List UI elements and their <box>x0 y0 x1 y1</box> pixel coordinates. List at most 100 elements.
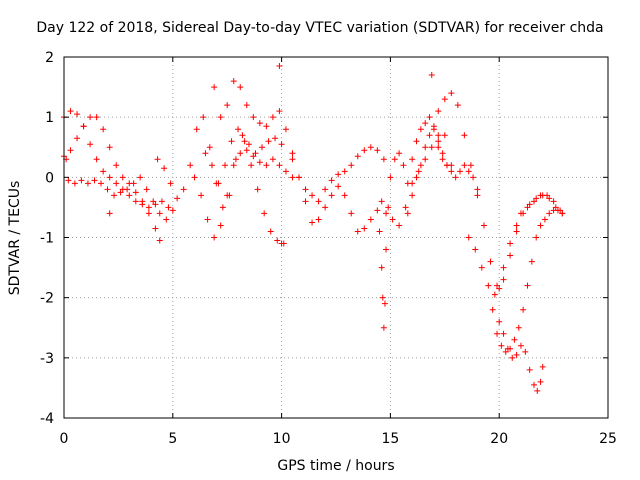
data-point <box>145 204 152 211</box>
data-point <box>230 162 237 169</box>
data-point <box>348 162 355 169</box>
data-point <box>513 351 520 358</box>
data-point <box>415 168 422 175</box>
data-point <box>267 228 274 235</box>
data-point <box>404 210 411 217</box>
data-point <box>435 144 442 151</box>
data-point <box>378 198 385 205</box>
data-point <box>217 222 224 229</box>
data-point <box>104 186 111 193</box>
data-point <box>161 165 168 172</box>
data-point <box>474 186 481 193</box>
data-point <box>537 192 544 199</box>
y-tick-label: -2 <box>40 291 54 307</box>
data-point <box>496 318 503 325</box>
series-track-d <box>154 114 285 211</box>
data-point <box>80 123 87 130</box>
data-point <box>478 264 485 271</box>
data-point <box>228 138 235 145</box>
data-point <box>124 186 131 193</box>
data-point <box>520 306 527 313</box>
data-point <box>533 195 540 202</box>
data-points <box>61 63 566 394</box>
data-point <box>261 210 268 217</box>
data-point <box>113 180 120 187</box>
data-point <box>269 114 276 121</box>
data-point <box>322 186 329 193</box>
y-tick-label: 1 <box>45 110 54 126</box>
data-point <box>243 102 250 109</box>
data-point <box>263 162 270 169</box>
data-point <box>243 147 250 154</box>
data-point <box>341 192 348 199</box>
data-point <box>111 192 118 199</box>
data-point <box>208 162 215 169</box>
data-point <box>422 144 429 151</box>
data-point <box>198 192 205 199</box>
data-point <box>494 330 501 337</box>
data-point <box>167 180 174 187</box>
data-point <box>106 210 113 217</box>
data-point <box>448 168 455 175</box>
data-point <box>435 132 442 139</box>
data-point <box>113 162 120 169</box>
data-point <box>465 168 472 175</box>
x-tick-label: 0 <box>60 431 69 447</box>
data-point <box>191 174 198 181</box>
data-point <box>106 174 113 181</box>
x-tick-label: 10 <box>273 431 291 447</box>
data-point <box>441 132 448 139</box>
data-point <box>263 123 270 130</box>
data-point <box>435 138 442 145</box>
x-tick-labels: 0 5 10 15 20 25 <box>60 431 617 447</box>
data-point <box>232 156 239 163</box>
data-point <box>67 147 74 154</box>
data-point <box>389 216 396 223</box>
data-point <box>383 210 390 217</box>
data-point <box>315 198 322 205</box>
data-point <box>374 147 381 154</box>
data-point <box>374 207 381 214</box>
data-point <box>237 150 244 157</box>
data-point <box>254 186 261 193</box>
data-point <box>174 195 181 202</box>
chart-title: Day 122 of 2018, Sidereal Day-to-day VTE… <box>36 20 603 36</box>
data-point <box>335 171 342 178</box>
series-track-m <box>494 207 566 355</box>
y-tick-label: -4 <box>40 411 54 427</box>
data-point <box>461 132 468 139</box>
data-point <box>474 192 481 199</box>
y-tick-label: 2 <box>45 50 54 66</box>
data-point <box>154 156 161 163</box>
data-point <box>380 156 387 163</box>
x-tick-label: 5 <box>168 431 177 447</box>
data-point <box>152 201 159 208</box>
data-point <box>533 234 540 241</box>
data-point <box>504 345 511 352</box>
data-point <box>472 246 479 253</box>
data-point <box>494 282 501 289</box>
data-point <box>441 96 448 103</box>
data-point <box>491 291 498 298</box>
data-point <box>145 210 152 217</box>
x-axis-label: GPS time / hours <box>277 458 394 474</box>
x-tick-label: 15 <box>381 431 399 447</box>
x-tick-label: 20 <box>490 431 508 447</box>
data-point <box>65 177 72 184</box>
data-point <box>165 204 172 211</box>
data-point <box>322 204 329 211</box>
data-point <box>435 108 442 115</box>
data-point <box>328 192 335 199</box>
data-point <box>245 141 252 148</box>
data-point <box>156 210 163 217</box>
data-point <box>169 207 176 214</box>
data-point <box>409 156 416 163</box>
data-point <box>289 156 296 163</box>
data-point <box>276 108 283 115</box>
data-point <box>511 336 518 343</box>
data-point <box>78 177 85 184</box>
data-point <box>541 216 548 223</box>
data-point <box>383 246 390 253</box>
data-point <box>522 348 529 355</box>
